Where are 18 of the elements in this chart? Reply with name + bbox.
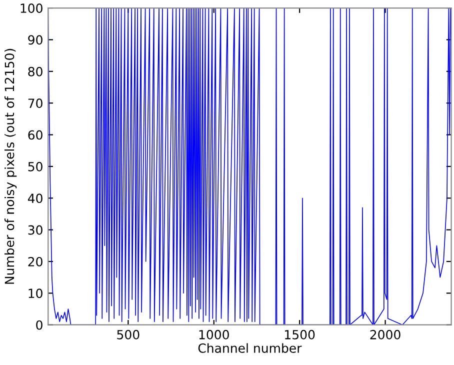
y-tick-label: 60 [28, 130, 42, 140]
line-series [48, 8, 452, 325]
y-tick-label: 90 [28, 35, 42, 45]
y-tick-label: 30 [28, 225, 42, 235]
x-tick-label: 500 [117, 330, 140, 340]
y-tick-label: 80 [28, 66, 42, 76]
y-tick-label: 40 [28, 194, 42, 204]
y-tick-label: 100 [20, 4, 42, 13]
x-tick-label: 1500 [285, 330, 315, 340]
x-axis-title: Channel number [198, 343, 302, 353]
y-tick-label: 0 [36, 320, 42, 330]
y-axis-title: Number of noisy pixels (out of 12150) [4, 48, 17, 284]
y-tick-label: 10 [28, 288, 42, 298]
x-tick-label: 1000 [199, 330, 229, 340]
y-tick-label: 50 [28, 162, 42, 172]
x-tick-label: 2000 [370, 330, 400, 340]
y-tick-label: 20 [28, 256, 42, 266]
y-tick-label: 70 [28, 98, 42, 108]
